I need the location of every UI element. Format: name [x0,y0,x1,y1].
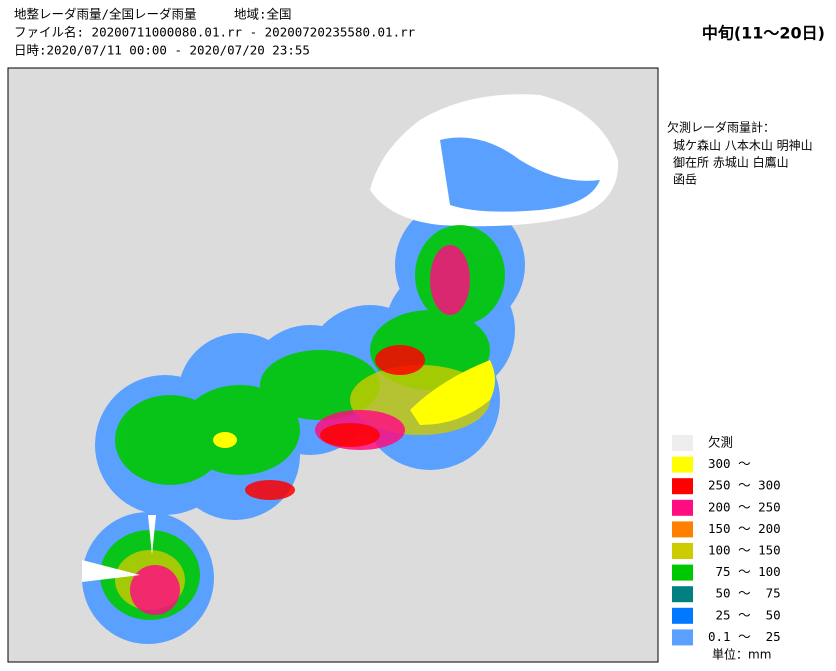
rain-yellow [410,360,495,425]
legend-swatch [672,629,693,646]
legend-swatch [672,586,693,603]
gap [82,560,140,582]
header-line: 地整レーダ雨量/全国レーダ雨量 地域:全国 [14,7,292,22]
gap [148,515,156,555]
unit: 単位：mm [712,647,771,662]
missing-title: 欠測レーダ雨量計： [667,120,775,135]
legend-label: 250 ～ 300 [708,478,781,493]
legend-swatch [672,435,693,451]
legend-swatch [672,499,693,516]
legend-label: 欠測 [708,435,733,450]
legend-label: 0.1 ～ 25 [708,629,781,644]
legend-label: 200 ～ 250 [708,499,781,514]
legend-swatch [672,478,693,495]
legend-swatch [672,564,693,581]
legend-label: 50 ～ 75 [708,586,781,601]
missing-line: 御在所 赤城山 白鷹山 [673,155,789,170]
legend-swatch [672,543,693,559]
legend-label: 25 ～ 50 [708,607,781,622]
header-line: 日時:2020/07/11 00:00 - 2020/07/20 23:55 [14,43,310,58]
missing-line: 函岳 [673,173,697,187]
legend-swatch [672,456,693,473]
rain-yellow [213,432,237,448]
legend-label: 300 ～ [708,456,751,471]
map [7,67,659,663]
hokkaido-rain [440,137,600,212]
legend-label: 75 ～ 100 [708,564,781,579]
legend: 欠測 300 ～ 250 ～ 300 200 ～ 250 150 ～ 200 100 ～ … [672,435,781,646]
missing-line: 城ケ森山 八本木山 明神山 [673,138,813,153]
legend-label: 100 ～ 150 [708,543,781,558]
legend-label: 150 ～ 200 [708,521,781,536]
period: 中旬(11～20日) [702,24,825,43]
header-line: ファイル名: 20200711000080.01.rr - 2020072023… [14,25,416,40]
legend-swatch [672,607,693,624]
rain-red [245,345,425,500]
legend-swatch [672,521,693,538]
